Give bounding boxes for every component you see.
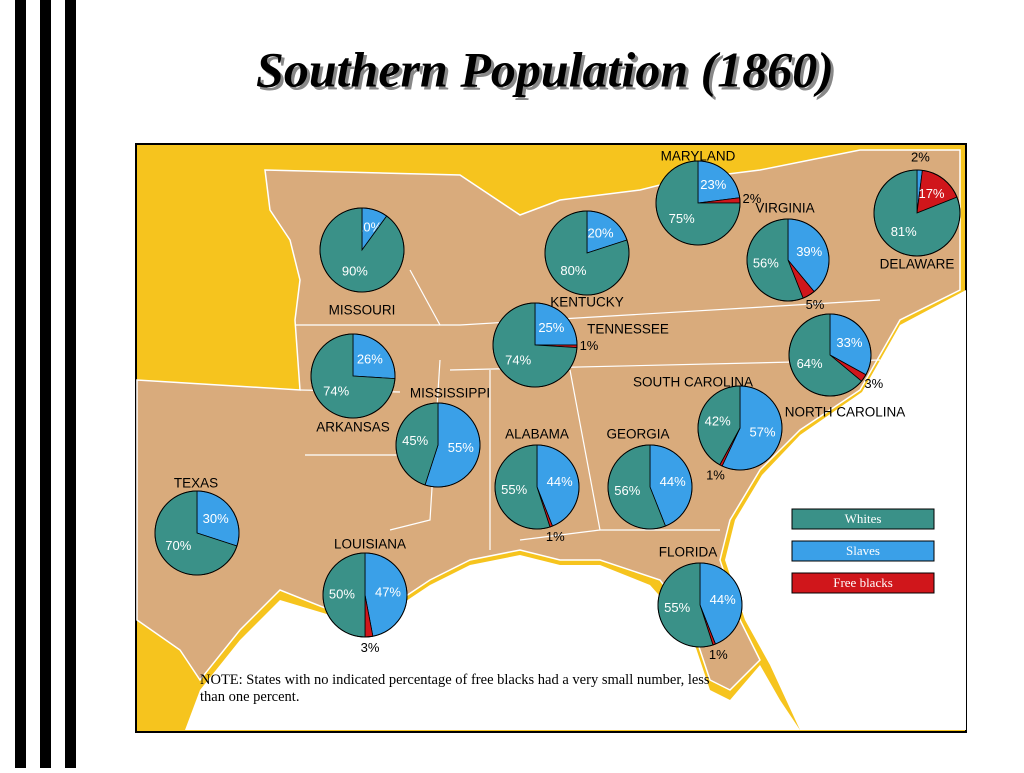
pie-value-label: 30%	[203, 511, 229, 526]
state-name: MISSOURI	[329, 303, 396, 318]
legend-swatch	[791, 572, 935, 594]
legend: Whites Slaves Free blacks	[791, 508, 935, 594]
pie-outline	[395, 402, 481, 488]
pie-value-label: 56%	[753, 256, 779, 271]
state-pie: 2% 17% 81% DELAWARE	[873, 150, 961, 272]
state-name: MISSISSIPPI	[410, 386, 490, 401]
slide-title: Southern Population (1860)	[256, 41, 834, 97]
state-pie: 55% 45% MISSISSIPPI	[395, 386, 490, 488]
pie-value-label: 1%	[580, 338, 599, 353]
legend-label: Slaves	[846, 543, 880, 558]
decor-bar	[15, 0, 26, 768]
pie-value-label: 42%	[705, 414, 731, 429]
state-name: DELAWARE	[880, 257, 955, 272]
state-pie: 30% 70% TEXAS	[154, 476, 240, 576]
state-pie: 57% 1% 42% SOUTH CAROLINA	[633, 375, 783, 483]
pie-value-label: 74%	[505, 352, 531, 367]
pie-outline	[746, 218, 830, 302]
state-name: TEXAS	[174, 476, 218, 491]
state-pie: 33% 3% 64% NORTH CAROLINA	[785, 313, 906, 420]
pie-value-label: 44%	[710, 592, 736, 607]
pie-value-label: 75%	[669, 211, 695, 226]
pie-value-label: 70%	[165, 538, 191, 553]
state-name: GEORGIA	[606, 427, 669, 442]
state-name: KENTUCKY	[550, 295, 624, 310]
state-name: MARYLAND	[661, 149, 736, 164]
state-pie: 23% 2% 75% MARYLAND	[655, 149, 762, 246]
state-name: FLORIDA	[659, 545, 718, 560]
pie-value-label: 1%	[546, 529, 565, 544]
pie-outline	[154, 490, 240, 576]
pie-outline	[873, 169, 961, 257]
decor-bar	[40, 0, 51, 768]
state-name: ARKANSAS	[316, 420, 390, 435]
pie-outline	[657, 562, 743, 648]
pie-value-label: 44%	[547, 474, 573, 489]
pie-value-label: 56%	[614, 483, 640, 498]
state-pie: 44% 1% 55% ALABAMA	[494, 427, 580, 544]
state-name: NORTH CAROLINA	[785, 405, 906, 420]
state-name: VIRGINIA	[755, 201, 814, 216]
pie-value-label: 90%	[342, 263, 368, 278]
pie-value-label: 2%	[911, 150, 930, 165]
pie-value-label: 55%	[501, 482, 527, 497]
pie-value-label: 5%	[806, 297, 825, 312]
legend-swatch	[791, 540, 935, 562]
pie-value-label: 81%	[891, 224, 917, 239]
state-pie: 39% 5% 56% VIRGINIA	[746, 201, 830, 312]
title-shadow: Southern Population (1860)	[259, 44, 837, 100]
pie-value-label: 39%	[796, 244, 822, 259]
pie-outline	[655, 160, 741, 246]
pie-outline	[607, 444, 693, 530]
map-note: NOTE: States with no indicated percentag…	[200, 672, 710, 705]
state-pie: 20% 80% KENTUCKY	[544, 210, 630, 310]
pie-value-label: 1%	[709, 647, 728, 662]
pie-outline	[544, 210, 630, 296]
pie-outline	[788, 313, 872, 397]
pie-value-label: 57%	[750, 424, 776, 439]
state-pie: 26% 74% ARKANSAS	[310, 333, 396, 435]
pie-value-label: 1%	[706, 468, 725, 483]
pie-value-label: 17%	[918, 186, 944, 201]
pie-outline	[322, 552, 408, 638]
pie-value-label: 3%	[864, 376, 883, 391]
legend-label: Whites	[845, 511, 882, 526]
pie-value-label: 2%	[742, 191, 761, 206]
pie-value-label: 80%	[560, 263, 586, 278]
pie-value-label: 3%	[361, 640, 380, 655]
pie-value-label: 64%	[797, 356, 823, 371]
pie-value-label: 47%	[375, 584, 401, 599]
pie-value-label: 55%	[664, 600, 690, 615]
pie-value-label: 20%	[588, 226, 614, 241]
pie-value-label: 74%	[323, 383, 349, 398]
state-pie: 44% 56% GEORGIA	[606, 427, 693, 530]
gulf	[185, 555, 800, 730]
pie-outline	[492, 302, 578, 388]
state-pie: 47% 3% 50% LOUISIANA	[322, 537, 408, 655]
pie-value-label: 33%	[836, 335, 862, 350]
pie-outline	[494, 444, 580, 530]
pie-value-label: 44%	[660, 474, 686, 489]
state-name: ALABAMA	[505, 427, 569, 442]
legend-swatch	[791, 508, 935, 530]
state-name: SOUTH CAROLINA	[633, 375, 753, 390]
state-pie: 44% 1% 55% FLORIDA	[657, 545, 743, 662]
pie-value-label: 45%	[402, 433, 428, 448]
decor-bar	[65, 0, 76, 768]
pie-value-label: 55%	[448, 440, 474, 455]
pie-outline	[319, 207, 405, 293]
pie-value-label: 26%	[357, 352, 383, 367]
state-name: LOUISIANA	[334, 537, 406, 552]
state-pie: 10%90%MISSOURI	[319, 207, 405, 318]
pie-value-label: 23%	[700, 177, 726, 192]
pie-value-label: 25%	[538, 320, 564, 335]
legend-label: Free blacks	[833, 575, 893, 590]
pie-outline	[310, 333, 396, 419]
state-pie: 25% 1% 74% TENNESSEE	[492, 302, 669, 388]
pie-outline	[697, 385, 783, 471]
state-name: TENNESSEE	[587, 322, 669, 337]
pie-value-label: 50%	[329, 586, 355, 601]
